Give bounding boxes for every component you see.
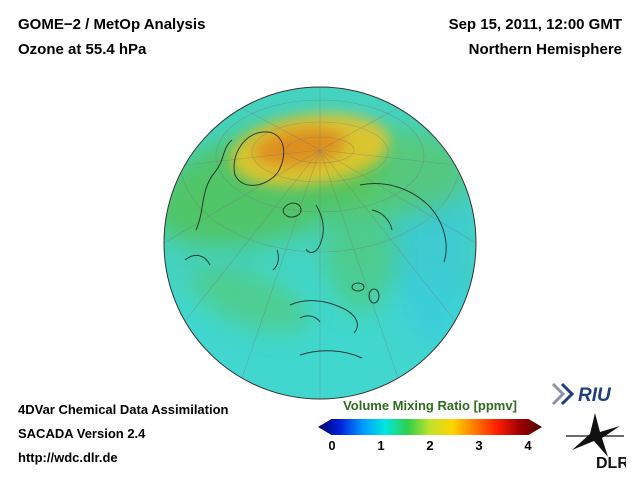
riu-chevron-icon <box>551 382 566 406</box>
riu-logo: RIU <box>550 380 628 413</box>
level-subtitle: Ozone at 55.4 hPa <box>18 41 147 58</box>
riu-logo-graphic: RIU <box>551 382 612 406</box>
date-label: Sep 15, 2011, 12:00 GMT <box>448 16 622 33</box>
graticule <box>164 87 476 399</box>
attribution-block: 4DVar Chemical Data Assimilation SACADA … <box>18 398 229 470</box>
coastlines <box>184 131 447 359</box>
assimilation-label: 4DVar Chemical Data Assimilation <box>18 402 229 417</box>
tick-label: 1 <box>377 438 385 453</box>
ozone-polar-orange-core <box>254 128 346 166</box>
ozone-green-swirl-sw <box>191 267 309 333</box>
dlr-logo-graphic: DLR <box>566 413 629 472</box>
version-label: SACADA Version 2.4 <box>18 426 146 441</box>
riu-chevron-icon <box>560 382 575 406</box>
analysis-title: GOME−2 / MetOp Analysis <box>18 16 206 33</box>
colorbar: Volume Mixing Ratio [ppmv] 0 1 2 3 4 <box>318 398 542 453</box>
url-label: http://wdc.dlr.de <box>18 450 118 465</box>
dlr-emblem-icon <box>572 413 620 457</box>
tick-label: 2 <box>426 438 434 453</box>
header-left: GOME−2 / MetOp Analysis Ozone at 55.4 hP… <box>18 12 205 62</box>
tick-label: 3 <box>475 438 483 453</box>
tick-label: 0 <box>328 438 336 453</box>
dlr-logo: DLR <box>564 412 629 475</box>
region-label: Northern Hemisphere <box>468 41 622 58</box>
header-right: Sep 15, 2011, 12:00 GMT Northern Hemisph… <box>449 12 622 62</box>
globe-outline <box>163 86 477 400</box>
ozone-green-swirl-center <box>325 190 395 314</box>
ozone-field <box>164 87 476 399</box>
colorbar-title: Volume Mixing Ratio [ppmv] <box>343 398 517 413</box>
dlr-wordmark: DLR <box>596 455 626 470</box>
riu-wordmark: RIU <box>578 385 612 406</box>
colorbar-gradient <box>318 419 542 435</box>
tick-label: 4 <box>524 438 532 453</box>
colorbar-ticks: 0 1 2 3 4 <box>326 438 534 453</box>
